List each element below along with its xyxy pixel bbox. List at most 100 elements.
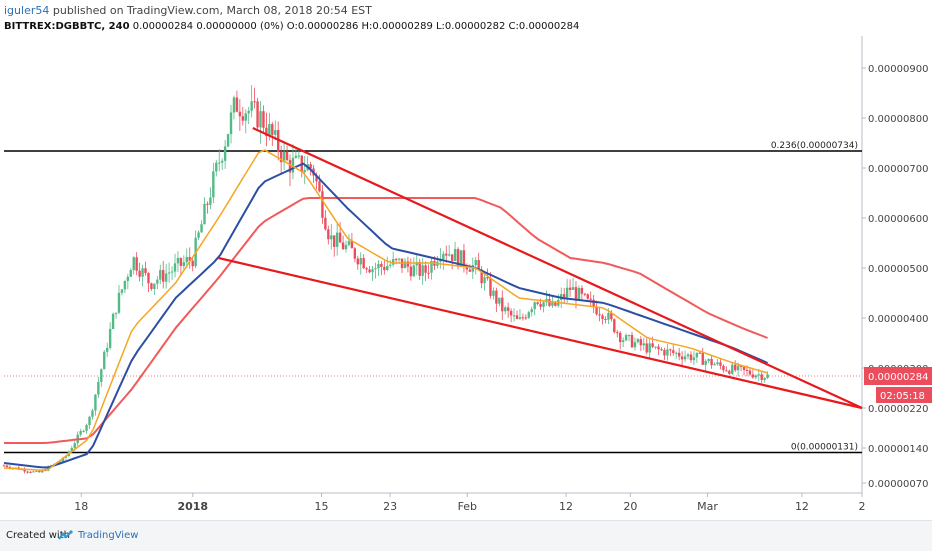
candle-body bbox=[577, 288, 581, 300]
candle-body bbox=[327, 229, 330, 240]
trendline-lower[interactable] bbox=[218, 256, 863, 410]
candle-body bbox=[680, 356, 684, 360]
author-link[interactable]: iguler54 bbox=[4, 4, 50, 17]
candle-body bbox=[442, 253, 445, 260]
candle-body bbox=[335, 232, 339, 247]
candle-body bbox=[748, 370, 752, 375]
candle-body bbox=[153, 283, 156, 289]
candle-body bbox=[315, 175, 318, 182]
candle-body bbox=[294, 155, 298, 158]
candle-body bbox=[562, 294, 566, 298]
candle-body bbox=[571, 287, 575, 290]
candle-body bbox=[501, 297, 504, 312]
candle-body bbox=[736, 365, 740, 371]
fib-level-label: 0.236(0.00000734) bbox=[771, 141, 858, 151]
candle-body bbox=[421, 265, 424, 276]
candle-body bbox=[176, 258, 180, 264]
ema-mid-line bbox=[3, 162, 769, 469]
candle-body bbox=[536, 302, 539, 304]
candle-body bbox=[200, 224, 203, 233]
candle-body bbox=[607, 312, 610, 320]
candle-body bbox=[666, 349, 669, 356]
candle-body bbox=[492, 290, 495, 296]
candle-body bbox=[683, 356, 687, 360]
price-chart[interactable]: 0.00000900 0.00000800 0.00000700 0.00000600… bbox=[0, 36, 932, 520]
fib-level-label: 0(0.00000131) bbox=[791, 443, 858, 453]
candle-body bbox=[73, 443, 76, 448]
candle-body bbox=[489, 278, 492, 296]
candle-body bbox=[182, 262, 186, 266]
candle-body bbox=[250, 101, 253, 111]
tradingview-brand-link[interactable]: TradingView bbox=[78, 530, 139, 541]
candle-body bbox=[639, 339, 643, 346]
candle-body bbox=[338, 232, 342, 243]
candle-body bbox=[701, 353, 704, 365]
candle-body bbox=[406, 261, 410, 267]
candle-body bbox=[722, 365, 725, 371]
candle-body bbox=[698, 352, 702, 354]
candle-body bbox=[91, 410, 94, 417]
candle-body bbox=[279, 151, 283, 163]
candle-body bbox=[235, 97, 239, 112]
candle-body bbox=[707, 358, 710, 361]
candle-body bbox=[391, 259, 395, 265]
candle-body bbox=[141, 268, 144, 277]
candle-body bbox=[539, 303, 542, 307]
x-tick-label: 2018 bbox=[177, 500, 208, 513]
y-tick-label: 0.00000400 bbox=[868, 314, 928, 325]
candle-body bbox=[35, 471, 38, 473]
candle-body bbox=[394, 259, 398, 261]
candle-body bbox=[209, 197, 212, 205]
candle-body bbox=[220, 160, 224, 163]
candle-body bbox=[459, 250, 463, 267]
candle-body bbox=[282, 151, 286, 163]
candle-body bbox=[259, 111, 262, 128]
candle-body bbox=[704, 360, 707, 365]
candle-body bbox=[725, 370, 728, 372]
x-tick-label: 12 bbox=[559, 500, 573, 513]
candle-body bbox=[94, 394, 97, 411]
candle-body bbox=[135, 257, 138, 271]
y-tick-label: 0.00000700 bbox=[868, 164, 928, 175]
candle-body bbox=[728, 370, 731, 374]
candle-body bbox=[624, 335, 628, 341]
candle-body bbox=[167, 272, 171, 274]
candle-body bbox=[191, 260, 194, 267]
candle-body bbox=[675, 352, 678, 354]
candle-body bbox=[29, 471, 32, 473]
candle-body bbox=[2, 465, 6, 467]
candle-body bbox=[601, 315, 604, 319]
candle-body bbox=[123, 280, 127, 290]
candle-body bbox=[498, 297, 501, 304]
candle-body bbox=[188, 256, 191, 261]
candle-body bbox=[648, 343, 651, 353]
candle-body bbox=[5, 465, 9, 468]
candle-body bbox=[660, 349, 663, 351]
candle-body bbox=[619, 332, 622, 343]
x-tick-label: 20 bbox=[623, 500, 637, 513]
candle-body bbox=[179, 258, 183, 266]
candle-body bbox=[642, 343, 645, 346]
candle-body bbox=[483, 277, 486, 284]
candle-body bbox=[256, 101, 259, 128]
candle-body bbox=[88, 416, 91, 426]
candle-body bbox=[79, 431, 82, 435]
candle-body bbox=[26, 471, 29, 473]
trendline-upper[interactable] bbox=[252, 127, 863, 409]
candle-body bbox=[32, 471, 35, 473]
candle-body bbox=[129, 270, 132, 277]
candle-body bbox=[474, 260, 477, 266]
candle-body bbox=[574, 287, 578, 300]
candle-body bbox=[745, 369, 749, 371]
ema-slow-line bbox=[4, 197, 768, 444]
candle-body bbox=[521, 317, 525, 319]
candle-body bbox=[318, 181, 321, 192]
candle-body bbox=[763, 377, 766, 380]
candle-body bbox=[760, 374, 763, 380]
candle-body bbox=[347, 240, 351, 245]
candle-body bbox=[206, 203, 209, 205]
candle-body bbox=[380, 263, 383, 267]
candle-body bbox=[368, 269, 371, 273]
candle-body bbox=[114, 312, 118, 314]
candle-body bbox=[686, 354, 690, 357]
